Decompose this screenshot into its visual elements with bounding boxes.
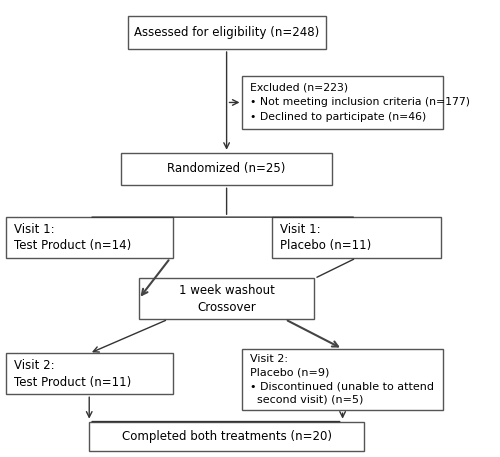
FancyBboxPatch shape (272, 217, 440, 258)
FancyBboxPatch shape (128, 16, 326, 49)
FancyBboxPatch shape (89, 421, 364, 451)
Text: Placebo (n=9): Placebo (n=9) (250, 368, 330, 378)
Text: second visit) (n=5): second visit) (n=5) (250, 395, 364, 405)
FancyBboxPatch shape (242, 349, 443, 410)
Text: Assessed for eligibility (n=248): Assessed for eligibility (n=248) (134, 26, 319, 39)
FancyBboxPatch shape (6, 353, 172, 394)
Text: • Discontinued (unable to attend: • Discontinued (unable to attend (250, 381, 434, 391)
FancyBboxPatch shape (121, 153, 332, 186)
Text: Visit 1:: Visit 1: (280, 223, 320, 236)
Text: Excluded (n=223): Excluded (n=223) (250, 82, 348, 92)
Text: Test Product (n=11): Test Product (n=11) (14, 376, 132, 389)
FancyBboxPatch shape (242, 76, 443, 128)
Text: Visit 1:: Visit 1: (14, 223, 54, 236)
Text: Completed both treatments (n=20): Completed both treatments (n=20) (122, 430, 332, 443)
Text: Visit 2:: Visit 2: (14, 359, 54, 372)
FancyBboxPatch shape (139, 278, 314, 319)
Text: • Declined to participate (n=46): • Declined to participate (n=46) (250, 112, 426, 122)
FancyBboxPatch shape (6, 217, 172, 258)
Text: Visit 2:: Visit 2: (250, 354, 288, 364)
Text: Crossover: Crossover (197, 301, 256, 314)
Text: 1 week washout: 1 week washout (178, 284, 274, 297)
Text: Placebo (n=11): Placebo (n=11) (280, 239, 371, 252)
Text: Randomized (n=25): Randomized (n=25) (168, 163, 286, 175)
Text: Test Product (n=14): Test Product (n=14) (14, 239, 132, 252)
Text: • Not meeting inclusion criteria (n=177): • Not meeting inclusion criteria (n=177) (250, 97, 470, 107)
